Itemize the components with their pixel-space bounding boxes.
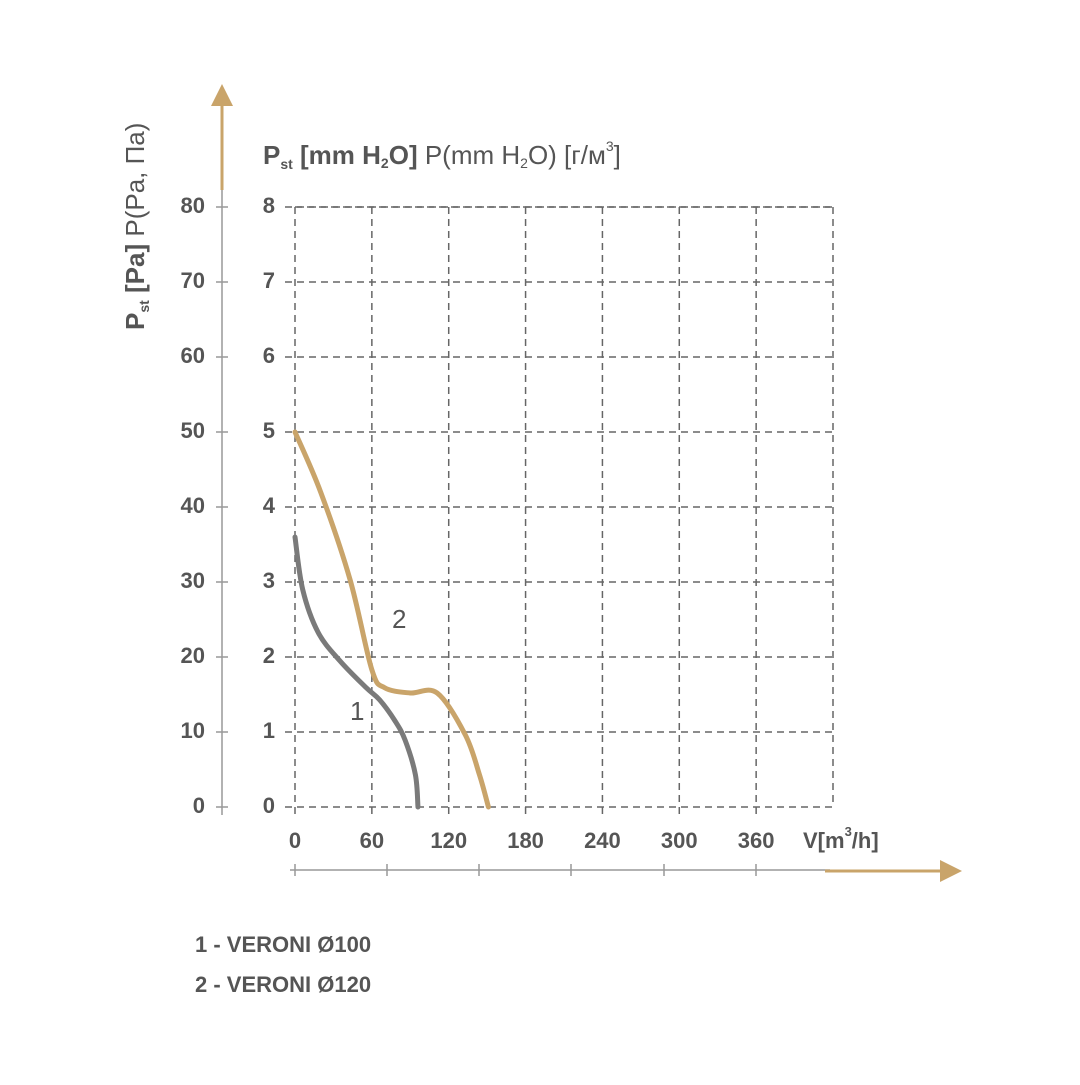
curve-label: 1	[350, 696, 364, 726]
y2-axis-label: Pst [mm H2O] P(mm H2O) [г/м3]	[263, 138, 621, 172]
x-axis-ticks	[294, 864, 757, 876]
legend-entry: 1 - VERONI Ø100	[195, 932, 371, 957]
y2-tick-label: 8	[263, 193, 275, 218]
y-tick-label: 0	[193, 793, 205, 818]
y-tick-label: 80	[181, 193, 205, 218]
y2-tick-label: 1	[263, 718, 275, 743]
x-tick-label: 240	[584, 828, 621, 853]
y-tick-label: 20	[181, 643, 205, 668]
x-tick-label: 300	[661, 828, 698, 853]
y-arrow-head	[211, 84, 233, 106]
y-tick-label: 70	[181, 268, 205, 293]
y2-tick-label: 7	[263, 268, 275, 293]
x-tick-label: 0	[289, 828, 301, 853]
y2-tick-label: 3	[263, 568, 275, 593]
series-line	[292, 534, 421, 810]
y2-tick-label: 0	[263, 793, 275, 818]
y-tick-label: 10	[181, 718, 205, 743]
legend-entry: 2 - VERONI Ø120	[195, 972, 371, 997]
y2-tick-label: 4	[263, 493, 276, 518]
y-tick-label: 40	[181, 493, 205, 518]
x-tick-label: 120	[430, 828, 467, 853]
x-tick-label: 360	[738, 828, 775, 853]
y-axis-label: Pst [Pa] P(Pa, Па)	[120, 123, 152, 330]
y-tick-label: 60	[181, 343, 205, 368]
x-arrow-head	[940, 860, 962, 882]
y-tick-label: 30	[181, 568, 205, 593]
y2-tick-label: 2	[263, 643, 275, 668]
series-line	[292, 429, 491, 810]
x-axis-label: V[m3/h]	[803, 824, 879, 852]
y-tick-label: 50	[181, 418, 205, 443]
y2-tick-label: 5	[263, 418, 275, 443]
curve-label: 2	[392, 604, 406, 634]
x-tick-label: 180	[507, 828, 544, 853]
y2-tick-label: 6	[263, 343, 275, 368]
x-tick-label: 60	[360, 828, 384, 853]
